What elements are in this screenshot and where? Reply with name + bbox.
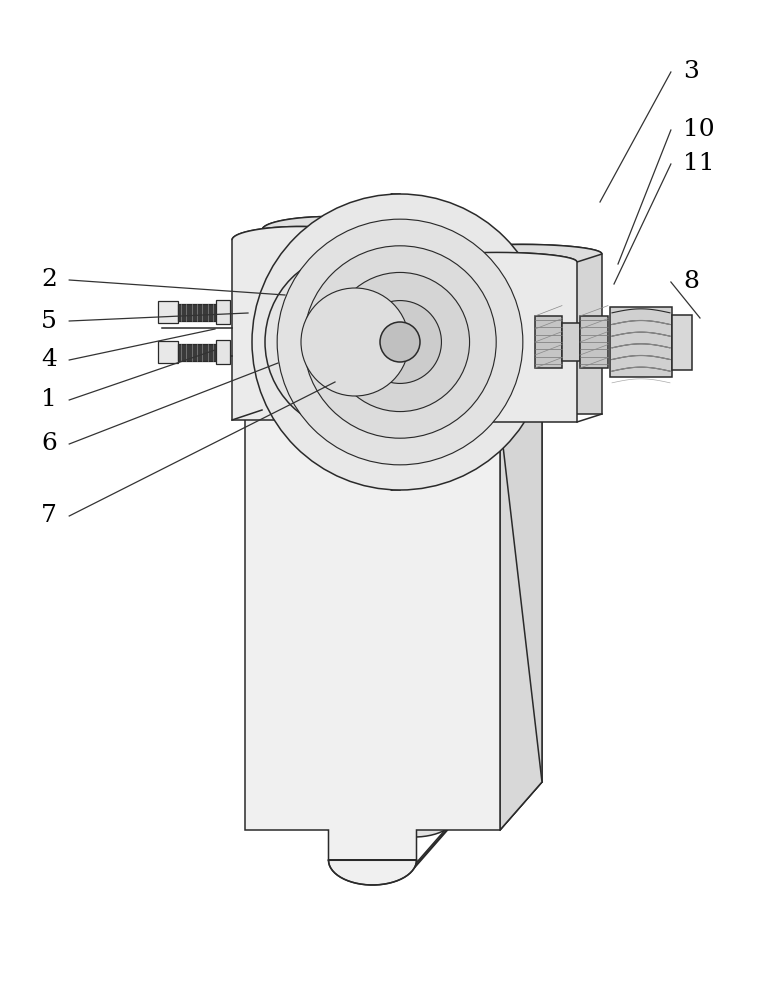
- Ellipse shape: [330, 272, 469, 412]
- Ellipse shape: [252, 194, 548, 490]
- Bar: [580, 316, 608, 368]
- Ellipse shape: [265, 252, 445, 432]
- Bar: [535, 316, 562, 368]
- Ellipse shape: [343, 252, 357, 432]
- Bar: [216, 300, 230, 324]
- Text: 3: 3: [683, 60, 699, 84]
- Ellipse shape: [381, 194, 403, 490]
- Text: 6: 6: [41, 432, 57, 456]
- Ellipse shape: [301, 288, 409, 396]
- Bar: [158, 301, 178, 323]
- Text: 7: 7: [41, 504, 57, 528]
- Bar: [562, 323, 580, 361]
- Polygon shape: [500, 420, 542, 830]
- Bar: [178, 344, 216, 360]
- Bar: [610, 307, 672, 377]
- Polygon shape: [500, 332, 542, 830]
- Ellipse shape: [304, 246, 496, 438]
- Text: 1: 1: [41, 388, 57, 412]
- Text: 11: 11: [683, 152, 714, 176]
- Text: 10: 10: [683, 118, 714, 141]
- Bar: [158, 341, 178, 363]
- Polygon shape: [245, 380, 500, 885]
- Polygon shape: [273, 312, 518, 359]
- Bar: [216, 340, 230, 364]
- Polygon shape: [442, 244, 602, 414]
- Polygon shape: [232, 217, 398, 240]
- Polygon shape: [417, 252, 577, 422]
- Polygon shape: [250, 312, 518, 338]
- Polygon shape: [232, 227, 368, 420]
- Polygon shape: [287, 332, 542, 837]
- Text: 4: 4: [41, 349, 57, 371]
- Bar: [672, 314, 692, 369]
- Polygon shape: [250, 338, 495, 385]
- Ellipse shape: [277, 219, 523, 465]
- Text: 8: 8: [683, 270, 699, 294]
- Ellipse shape: [359, 301, 442, 383]
- Text: 5: 5: [41, 310, 57, 332]
- Text: 2: 2: [41, 268, 57, 292]
- Ellipse shape: [380, 322, 420, 362]
- Polygon shape: [245, 332, 542, 380]
- Polygon shape: [262, 217, 398, 410]
- Bar: [178, 304, 216, 320]
- Polygon shape: [417, 244, 602, 262]
